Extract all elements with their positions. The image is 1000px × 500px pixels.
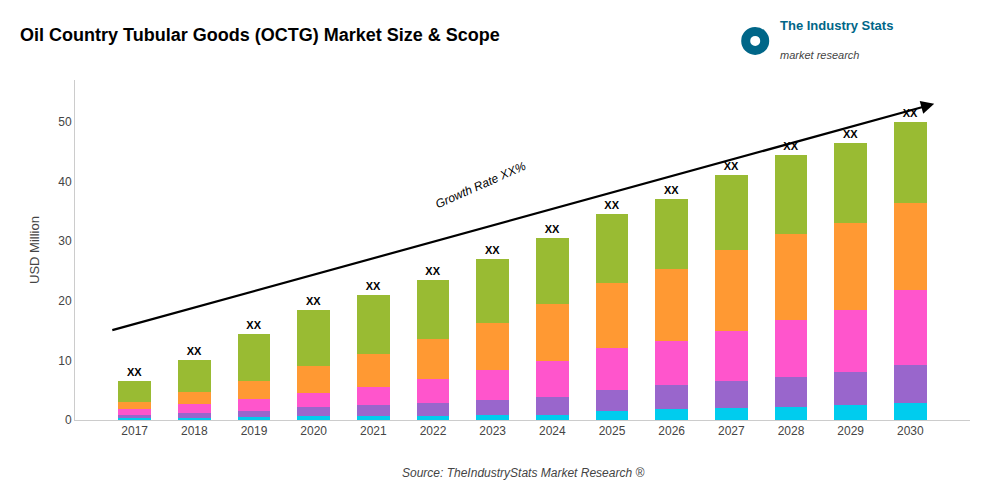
svg-text:2029: 2029 [837, 424, 864, 438]
svg-text:Oil Country Tubular Goods (OCT: Oil Country Tubular Goods (OCTG) Market … [20, 25, 500, 45]
svg-text:2023: 2023 [479, 424, 506, 438]
svg-text:XX: XX [366, 280, 381, 292]
svg-text:XX: XX [485, 244, 500, 256]
svg-text:XX: XX [425, 265, 440, 277]
svg-text:10: 10 [58, 354, 72, 368]
svg-text:2027: 2027 [718, 424, 745, 438]
svg-text:Source: TheIndustryStats Marke: Source: TheIndustryStats Market Research… [402, 466, 644, 480]
svg-text:XX: XX [664, 184, 679, 196]
svg-text:XX: XX [783, 140, 798, 152]
svg-text:0: 0 [65, 413, 72, 427]
svg-text:The Industry Stats: The Industry Stats [780, 18, 893, 33]
svg-text:30: 30 [58, 234, 72, 248]
svg-text:40: 40 [58, 175, 72, 189]
svg-text:2017: 2017 [121, 424, 148, 438]
svg-text:2026: 2026 [658, 424, 685, 438]
svg-text:XX: XX [604, 199, 619, 211]
svg-text:XX: XX [306, 295, 321, 307]
svg-text:2021: 2021 [360, 424, 387, 438]
svg-text:XX: XX [127, 366, 142, 378]
svg-text:2028: 2028 [778, 424, 805, 438]
svg-text:XX: XX [545, 223, 560, 235]
svg-text:50: 50 [58, 115, 72, 129]
svg-text:XX: XX [903, 107, 918, 119]
svg-text:XX: XX [843, 128, 858, 140]
svg-text:2030: 2030 [897, 424, 924, 438]
svg-text:XX: XX [724, 160, 739, 172]
svg-text:2022: 2022 [420, 424, 447, 438]
svg-text:2018: 2018 [181, 424, 208, 438]
svg-text:market research: market research [780, 49, 859, 61]
svg-text:USD Million: USD Million [27, 216, 42, 284]
svg-text:20: 20 [58, 294, 72, 308]
svg-text:Growth Rate XX%: Growth Rate XX% [433, 159, 528, 212]
svg-text:2020: 2020 [300, 424, 327, 438]
svg-text:2019: 2019 [241, 424, 268, 438]
svg-text:2024: 2024 [539, 424, 566, 438]
svg-text:2025: 2025 [599, 424, 626, 438]
svg-text:XX: XX [246, 319, 261, 331]
svg-text:XX: XX [187, 345, 202, 357]
